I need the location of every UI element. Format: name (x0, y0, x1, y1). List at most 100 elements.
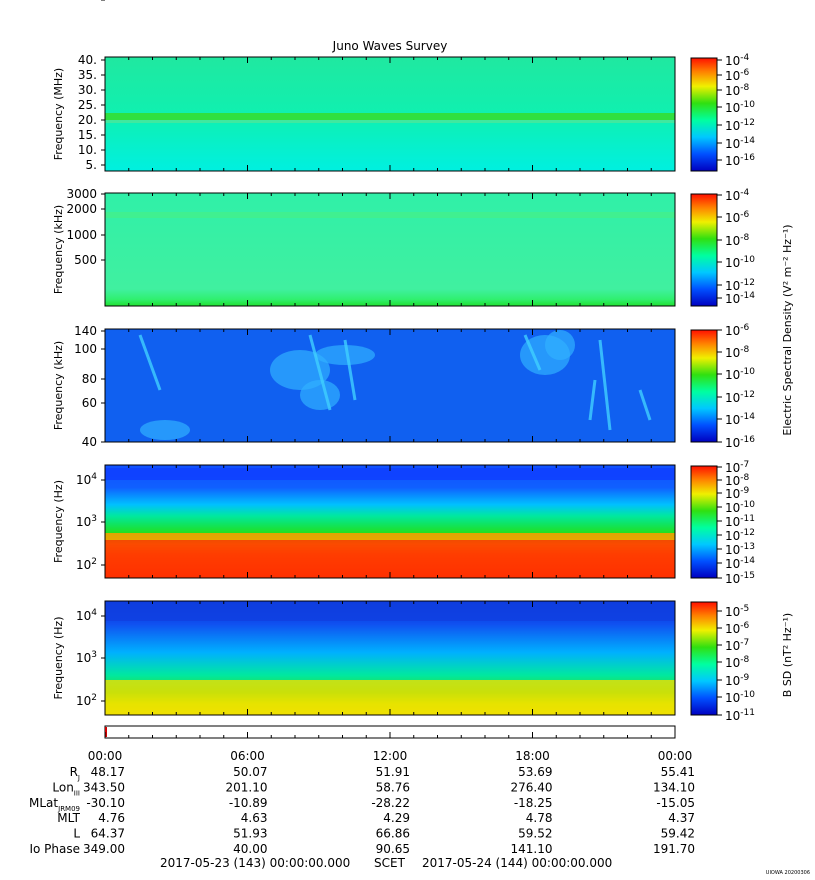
colorbar-gradient (690, 465, 718, 579)
colorbar-tick-exponent: -12 (740, 528, 755, 538)
colorbar-tick-label: 10-13 (725, 542, 755, 557)
colorbar-gradient (690, 601, 718, 716)
colorbar-tick-exponent: -12 (740, 390, 755, 400)
x-tick-label: 18:00 (515, 749, 550, 763)
colorbar-tick-exponent: -11 (740, 514, 755, 524)
colorbar-tick-exponent: -10 (740, 500, 755, 510)
colorbar-tick-exponent: -4 (740, 53, 749, 63)
x-tick-label: 12:00 (373, 749, 408, 763)
emission-streak (343, 339, 357, 401)
colorbar-tick-label: 10-10 (725, 500, 755, 515)
spectrogram-image (105, 329, 675, 442)
y-tick-exponent: 3 (91, 514, 97, 524)
ephemeris-value: 58.76 (376, 780, 410, 794)
colorbar-tick-label: 10-14 (725, 412, 755, 427)
colorbar-tick-label: 10-4 (725, 53, 750, 68)
colorbar: 10-5 10-6 10-7 10-8 10-9 10-10 10-11 (690, 601, 755, 723)
colorbar-tick-exponent: -8 (740, 83, 749, 93)
y-tick-label: 104 (76, 472, 97, 487)
footer-start: 2017-05-23 (143) 00:00:00.000 (160, 856, 350, 870)
hiss-edge (105, 533, 675, 540)
ephemeris-value: -28.22 (371, 796, 410, 810)
ephemeris-label: Io Phase (29, 842, 80, 856)
colorbar-tick-label: 10-7 (725, 638, 749, 653)
colorbar-tick-label: 10-10 (725, 100, 755, 115)
colorbar-tick-label: 10-11 (725, 708, 755, 723)
colorbar-tick-exponent: -10 (740, 367, 755, 377)
colorbar-tick-label: 10-8 (725, 233, 750, 248)
footer-end: 2017-05-24 (144) 00:00:00.000 (422, 856, 612, 870)
emission-blob (315, 345, 375, 365)
colorbar-tick-exponent: -13 (740, 542, 755, 552)
y-tick-label: 10. (78, 143, 97, 157)
colorbar-label-magnetic: B SD (nT² Hz⁻¹) (781, 613, 794, 697)
ephemeris-value: -18.25 (514, 796, 553, 810)
spectrogram-image (105, 193, 675, 306)
ephemeris-value: 276.40 (511, 780, 553, 794)
colorbar-tick-exponent: -14 (740, 556, 755, 566)
x-tick-label: 06:00 (230, 749, 265, 763)
colorbar-tick-exponent: -9 (740, 486, 749, 496)
ephemeris-label: LonIII (52, 780, 80, 797)
emission-streak (638, 389, 652, 421)
colorbar-tick-exponent: -6 (740, 210, 749, 220)
y-tick-label: 20. (78, 113, 97, 127)
colorbar-gradient (690, 329, 718, 443)
emission-blob (545, 330, 575, 360)
band-1700khz (105, 212, 675, 218)
colorbar-tick-label: 10-16 (725, 435, 755, 450)
ephemeris-value: 349.00 (83, 842, 125, 856)
colorbar-tick-exponent: -16 (740, 435, 755, 445)
colorbar-tick-label: 10-15 (725, 571, 755, 586)
colorbar-tick-exponent: -14 (740, 412, 755, 422)
colorbar-tick-exponent: -14 (740, 291, 755, 301)
y-tick-label: 100 (74, 342, 97, 356)
colorbar-tick-exponent: -4 (740, 188, 749, 198)
colorbar-tick-label: 10-12 (725, 390, 755, 405)
colorbar: 10-6 10-8 10-10 10-12 10-14 10-16 (690, 323, 755, 450)
chart-title: Juno Waves Survey (332, 39, 448, 53)
y-tick-label: 25. (78, 98, 97, 112)
colorbar-tick-label: 10-6 (725, 323, 750, 338)
colorbar-tick-label: 10-6 (725, 621, 750, 636)
band-21mhz (105, 113, 675, 120)
ephemeris-value: 134.10 (653, 780, 695, 794)
ephemeris-value: 4.37 (668, 811, 695, 825)
ephemeris-value: 51.93 (233, 827, 267, 841)
emission-streak (138, 334, 162, 391)
ephemeris-label-subscript: JRM09 (57, 805, 80, 813)
x-tick-label: 00:00 (658, 749, 693, 763)
colorbar: 10-710-810-910-1010-1110-1210-1310-1410-… (690, 460, 755, 586)
colorbar-tick-label: 10-14 (725, 136, 755, 151)
y-tick-label: 500 (74, 253, 97, 267)
emission-blob (300, 380, 340, 410)
ephemeris-label: RJ (70, 765, 80, 782)
y-tick-label: 104 (76, 608, 97, 623)
y-axis-label: Frequency (Hz) (52, 617, 65, 700)
y-tick-label: 2000 (66, 202, 97, 216)
colorbar-tick-label: 10-12 (725, 528, 755, 543)
spectrogram-panel-3: 14010080604020Frequency (kHz)10-610-810-… (52, 0, 755, 450)
ephemeris-value: 90.65 (376, 842, 410, 856)
ephemeris-value: 4.29 (383, 811, 410, 825)
ephemeris-value: 191.70 (653, 842, 695, 856)
y-tick-label: 15. (78, 128, 97, 142)
ephemeris-value: 55.41 (661, 765, 695, 779)
colorbar-tick-label: 10-11 (725, 514, 755, 529)
y-tick-label: 20 (82, 0, 97, 3)
ephemeris-value: 66.86 (376, 827, 410, 841)
colorbar-tick-exponent: -10 (740, 690, 755, 700)
ephemeris-label-subscript: J (77, 774, 80, 782)
band-edge (105, 120, 675, 123)
colorbar-tick-exponent: -11 (740, 708, 755, 718)
colorbar-tick-exponent: -7 (740, 460, 749, 470)
x-tick-label: 00:00 (88, 749, 123, 763)
colorbar-tick-exponent: -6 (740, 621, 749, 631)
ephemeris-value: -10.89 (229, 796, 268, 810)
colorbar-tick-exponent: -8 (740, 345, 749, 355)
colorbar-tick-label: 10-5 (725, 604, 749, 619)
